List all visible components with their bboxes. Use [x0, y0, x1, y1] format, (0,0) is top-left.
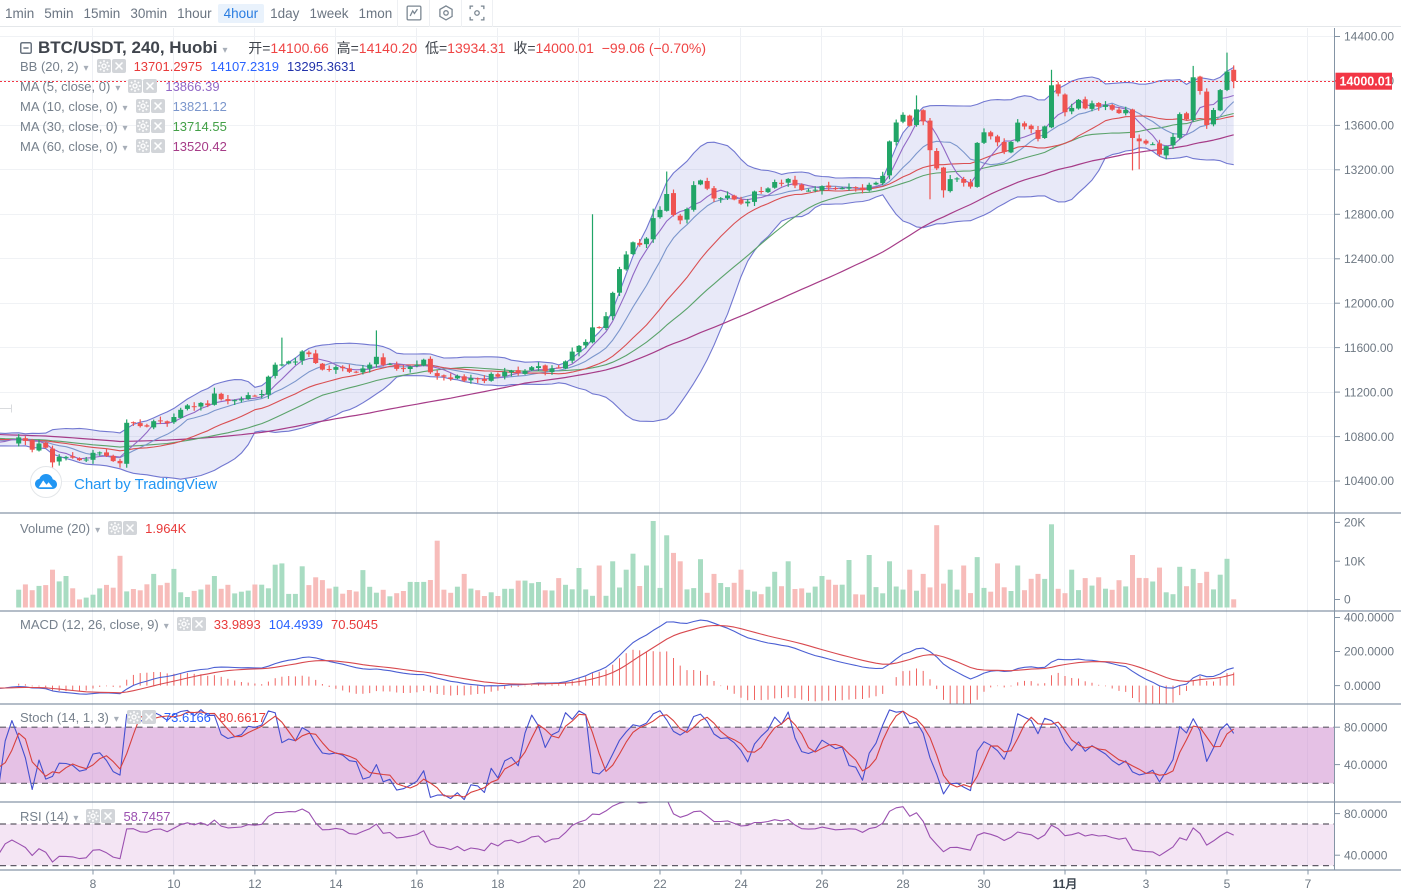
svg-text:200.0000: 200.0000	[1344, 645, 1394, 659]
svg-text:0.0000: 0.0000	[1344, 679, 1381, 693]
svg-text:14400.00: 14400.00	[1344, 30, 1394, 44]
svg-text:24: 24	[734, 877, 748, 891]
svg-text:11600.00: 11600.00	[1344, 341, 1393, 355]
svg-text:0: 0	[1344, 593, 1351, 607]
svg-text:10: 10	[167, 877, 181, 891]
svg-text:13600.00: 13600.00	[1344, 119, 1394, 133]
svg-text:13200.00: 13200.00	[1344, 163, 1394, 177]
svg-text:22: 22	[653, 877, 667, 891]
svg-text:7: 7	[1305, 877, 1312, 891]
svg-text:11月: 11月	[1053, 877, 1078, 891]
svg-text:30: 30	[977, 877, 991, 891]
svg-text:400.0000: 400.0000	[1344, 611, 1394, 625]
svg-text:5: 5	[1224, 877, 1231, 891]
svg-text:20: 20	[572, 877, 586, 891]
svg-text:12800.00: 12800.00	[1344, 208, 1394, 222]
svg-text:40.0000: 40.0000	[1344, 848, 1388, 862]
svg-text:20K: 20K	[1344, 516, 1365, 530]
svg-text:80.0000: 80.0000	[1344, 807, 1388, 821]
svg-text:11200.00: 11200.00	[1344, 385, 1393, 399]
svg-text:18: 18	[491, 877, 505, 891]
svg-text:80.0000: 80.0000	[1344, 720, 1388, 734]
svg-text:40.0000: 40.0000	[1344, 758, 1388, 772]
svg-text:10800.00: 10800.00	[1344, 430, 1394, 444]
svg-text:14000.01: 14000.01	[1340, 75, 1392, 89]
svg-text:8: 8	[90, 877, 97, 891]
svg-text:10K: 10K	[1344, 554, 1365, 568]
svg-text:10400.00: 10400.00	[1344, 474, 1394, 488]
svg-text:3: 3	[1143, 877, 1150, 891]
svg-text:26: 26	[815, 877, 829, 891]
svg-text:12: 12	[248, 877, 262, 891]
svg-text:16: 16	[410, 877, 424, 891]
svg-text:12000.00: 12000.00	[1344, 296, 1394, 310]
svg-text:14: 14	[329, 877, 343, 891]
svg-text:28: 28	[896, 877, 910, 891]
svg-text:12400.00: 12400.00	[1344, 252, 1394, 266]
